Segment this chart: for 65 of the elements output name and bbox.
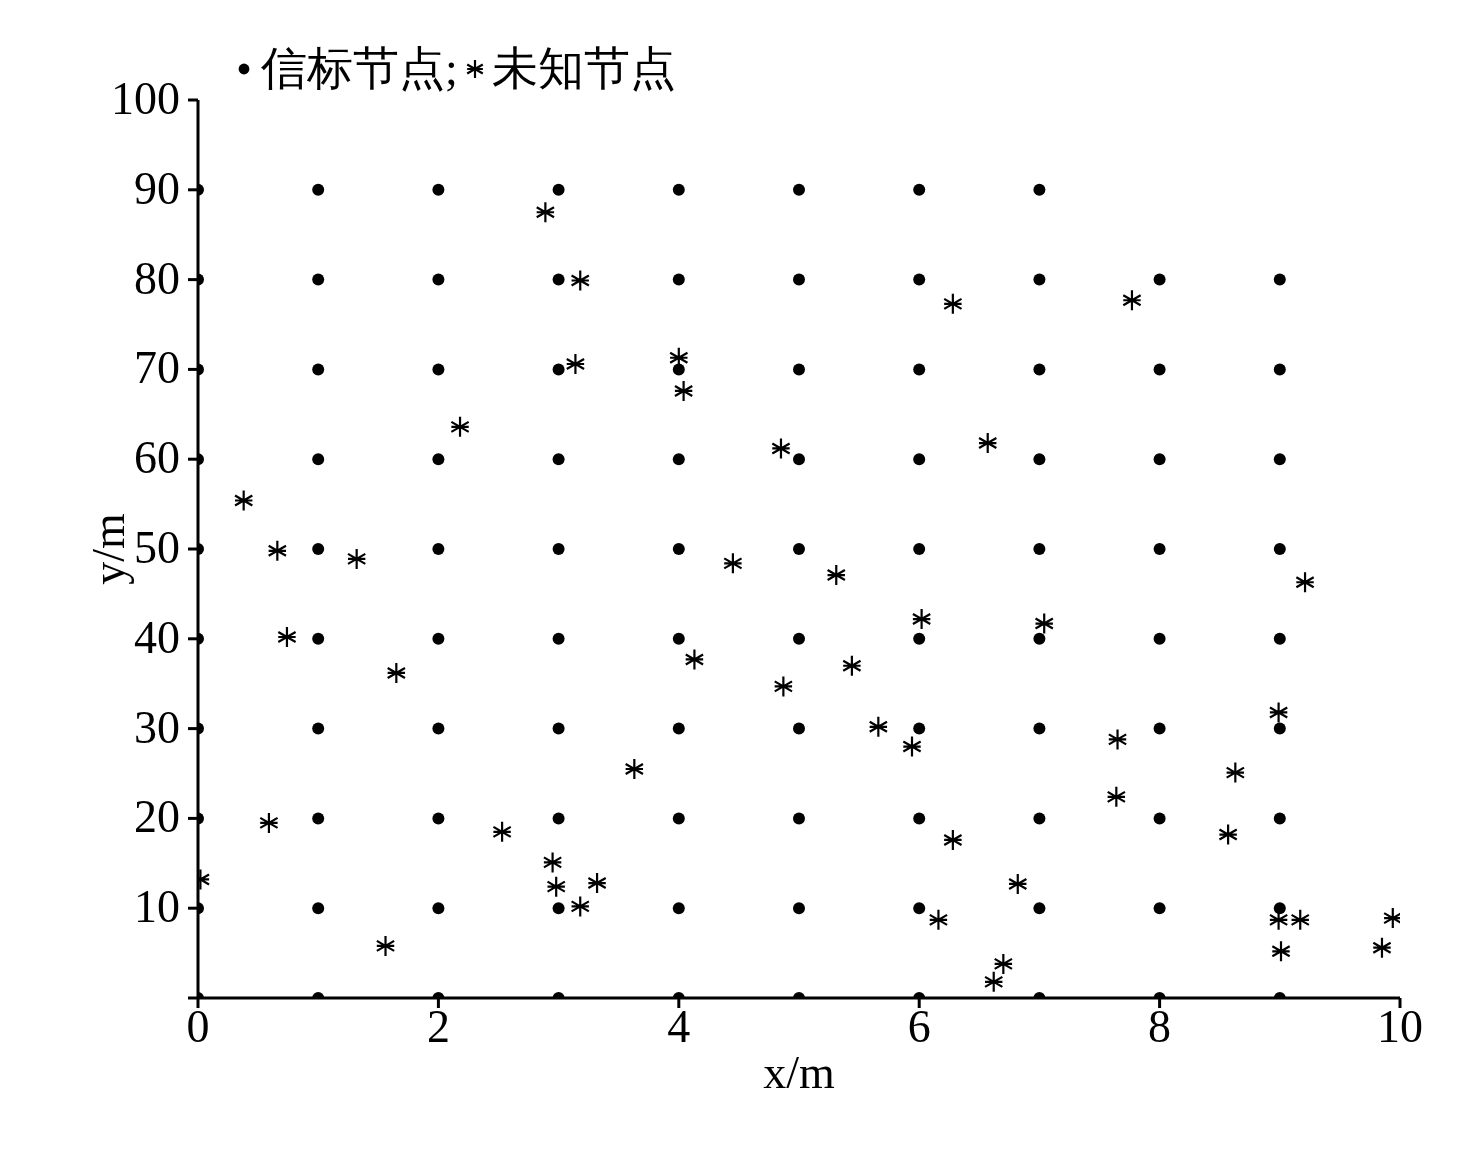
point	[587, 871, 607, 895]
y-axis-title: y/m	[83, 513, 135, 585]
point	[943, 828, 963, 852]
point	[570, 895, 591, 918]
point	[943, 292, 963, 315]
point	[1007, 872, 1028, 896]
point	[1271, 940, 1291, 963]
point	[1290, 908, 1311, 931]
point	[928, 908, 949, 931]
point	[570, 269, 591, 292]
y-tick-label: 10	[134, 881, 180, 933]
point	[868, 715, 889, 738]
point	[1107, 728, 1128, 751]
point	[1372, 936, 1392, 959]
y-tick-label: 20	[134, 791, 180, 843]
point	[1225, 761, 1246, 784]
point	[993, 952, 1014, 975]
point	[624, 757, 645, 781]
point	[826, 563, 847, 587]
point	[346, 547, 367, 570]
x-tick-label: 4	[667, 1001, 691, 1052]
x-tick-label: 2	[426, 1001, 450, 1052]
point	[842, 654, 862, 677]
point	[1268, 701, 1289, 724]
point	[977, 431, 998, 455]
point	[492, 820, 512, 843]
x-tick-label: 10	[1377, 1001, 1423, 1052]
legend-label: 未知节点	[491, 42, 676, 96]
point	[983, 970, 1004, 993]
point	[684, 648, 705, 671]
y-tick-label: 100	[111, 73, 180, 124]
point	[911, 607, 932, 631]
point	[565, 352, 586, 376]
point	[723, 552, 743, 575]
point	[259, 811, 279, 834]
point	[1295, 571, 1315, 594]
y-tick-label: 80	[134, 252, 180, 304]
y-tick-label: 60	[134, 432, 180, 484]
y-tick-label: 70	[134, 342, 180, 394]
point	[386, 661, 407, 685]
point	[233, 489, 254, 512]
point	[542, 851, 563, 874]
point	[546, 875, 566, 898]
x-tick-label: 0	[186, 1001, 210, 1052]
point	[1218, 823, 1238, 846]
legend-label: 信标节点;	[261, 42, 458, 96]
point	[902, 735, 922, 758]
point	[267, 539, 288, 562]
x-tick-label: 6	[907, 1001, 931, 1052]
point	[375, 934, 396, 958]
x-tick-label: 8	[1148, 1001, 1172, 1052]
point	[450, 415, 470, 438]
point	[1106, 785, 1127, 808]
point	[1034, 612, 1055, 635]
y-tick-label: 50	[134, 522, 180, 573]
point	[277, 625, 297, 649]
x-axis-title: x/m	[763, 1047, 835, 1098]
point	[673, 379, 694, 403]
point	[773, 675, 794, 698]
point	[1122, 289, 1142, 312]
y-tick-label: 40	[134, 611, 180, 663]
point	[535, 201, 556, 224]
point	[771, 437, 791, 460]
y-tick-label: 30	[134, 701, 180, 753]
y-tick-label: 90	[134, 162, 180, 214]
